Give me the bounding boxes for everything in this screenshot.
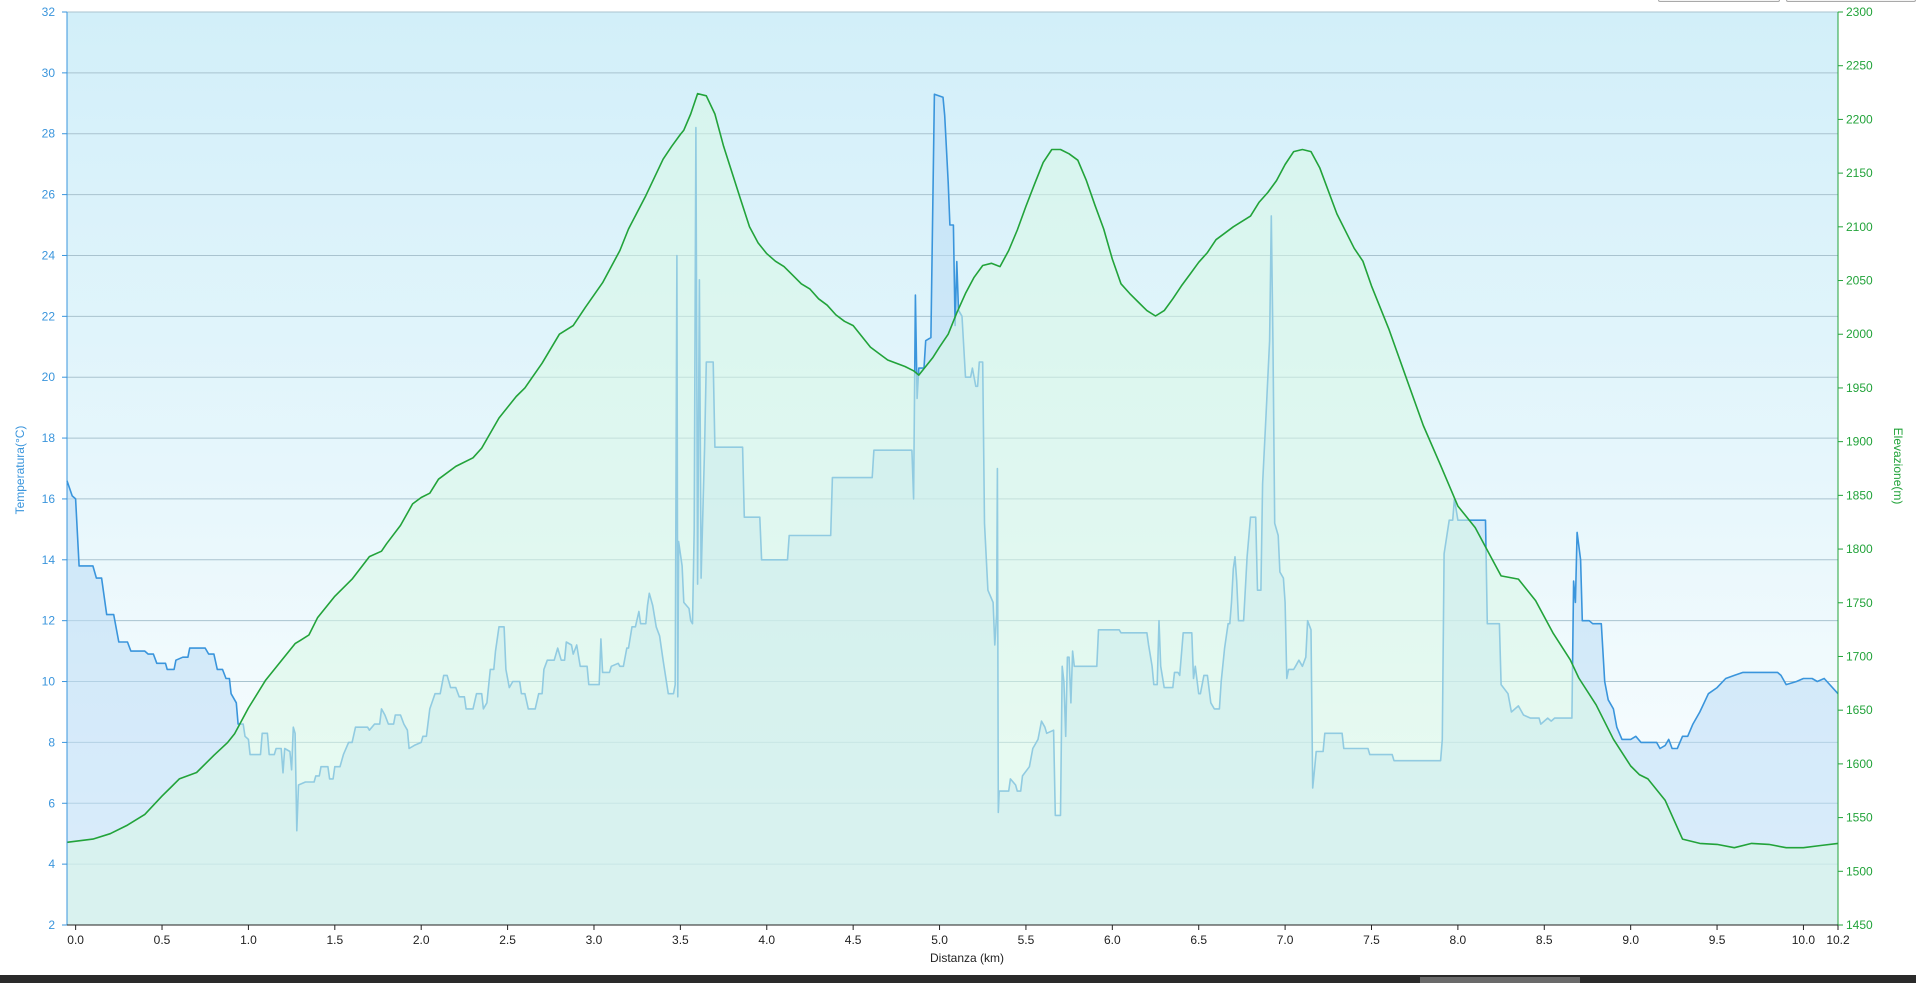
x-tick-label: 6.0 — [1104, 933, 1121, 947]
y2-tick-label: 1450 — [1846, 918, 1873, 932]
y-tick-label: 22 — [42, 309, 56, 323]
y-tick-label: 18 — [42, 431, 56, 445]
y2-tick-label: 2200 — [1846, 112, 1873, 126]
y-tick-label: 14 — [42, 553, 56, 567]
x-tick-label: 7.5 — [1363, 933, 1380, 947]
y2-tick-label: 1600 — [1846, 757, 1873, 771]
y2-tick-label: 2050 — [1846, 274, 1873, 288]
y2-tick-label: 1950 — [1846, 381, 1873, 395]
y2-tick-label: 1900 — [1846, 435, 1873, 449]
y2-tick-label: 2150 — [1846, 166, 1873, 180]
x-tick-label: 4.0 — [758, 933, 775, 947]
x-tick-label: 0.0 — [67, 933, 84, 947]
x-tick-label: 2.0 — [413, 933, 430, 947]
y-tick-label: 32 — [42, 5, 56, 19]
x-tick-label: 3.5 — [672, 933, 689, 947]
y-tick-label: 28 — [42, 127, 56, 141]
x-tick-label: 4.5 — [845, 933, 862, 947]
y-tick-label: 30 — [42, 66, 56, 80]
series-line-2 — [66, 92, 1839, 849]
scrollbar-thumb[interactable] — [1420, 977, 1580, 983]
y-tick-label: 6 — [48, 796, 55, 810]
x-tick-label: 5.5 — [1018, 933, 1035, 947]
bottom-bar — [0, 975, 1916, 983]
series-group — [66, 92, 1839, 926]
x-tick-label: 2.5 — [499, 933, 516, 947]
x-tick-label: 6.5 — [1190, 933, 1207, 947]
y-tick-label: 12 — [42, 614, 56, 628]
y2-tick-label: 1550 — [1846, 811, 1873, 825]
y-axis-title: Temperatura(°C) — [13, 426, 27, 515]
y-tick-label: 8 — [48, 735, 55, 749]
y-tick-label: 16 — [42, 492, 56, 506]
x-tick-label: 5.0 — [931, 933, 948, 947]
y2-tick-label: 1650 — [1846, 703, 1873, 717]
x-tick-label: 7.0 — [1277, 933, 1294, 947]
series-area-2 — [67, 93, 1838, 926]
y2-tick-label: 2000 — [1846, 327, 1873, 341]
y2-tick-label: 1500 — [1846, 864, 1873, 878]
x-tick-label: 1.0 — [240, 933, 257, 947]
y2-axis-title: Elevazione(m) — [1891, 428, 1905, 505]
toolbar-button-1[interactable] — [1658, 0, 1780, 2]
y2-tick-label: 1700 — [1846, 649, 1873, 663]
y2-tick-label: 2100 — [1846, 220, 1873, 234]
y-tick-label: 4 — [48, 857, 55, 871]
x-tick-label: 1.5 — [326, 933, 343, 947]
x-tick-label: 8.0 — [1450, 933, 1467, 947]
x-tick-label: 8.5 — [1536, 933, 1553, 947]
axes: 0.0 0.5 1.0 1.5 2.0 2.5 3.0 3.5 4.0 4.5 5.0 5.5 6.0 6… — [42, 5, 1873, 947]
y-tick-label: 2 — [48, 918, 55, 932]
x-tick-label: 10.2 — [1826, 933, 1850, 947]
y2-tick-label: 1800 — [1846, 542, 1873, 556]
x-tick-label: 0.5 — [154, 933, 171, 947]
x-tick-label: 10.0 — [1792, 933, 1816, 947]
y2-tick-label: 2300 — [1846, 5, 1873, 19]
y-tick-label: 26 — [42, 188, 56, 202]
y-tick-label: 20 — [42, 370, 56, 384]
y2-tick-label: 1750 — [1846, 596, 1873, 610]
y2-tick-label: 1850 — [1846, 488, 1873, 502]
y-tick-label: 24 — [42, 248, 56, 262]
x-tick-label: 9.5 — [1709, 933, 1726, 947]
x-tick-label: 9.0 — [1622, 933, 1639, 947]
y2-tick-label: 2250 — [1846, 59, 1873, 73]
y-tick-label: 10 — [42, 675, 56, 689]
x-axis-title: Distanza (km) — [930, 951, 1004, 965]
x-tick-label: 3.0 — [586, 933, 603, 947]
